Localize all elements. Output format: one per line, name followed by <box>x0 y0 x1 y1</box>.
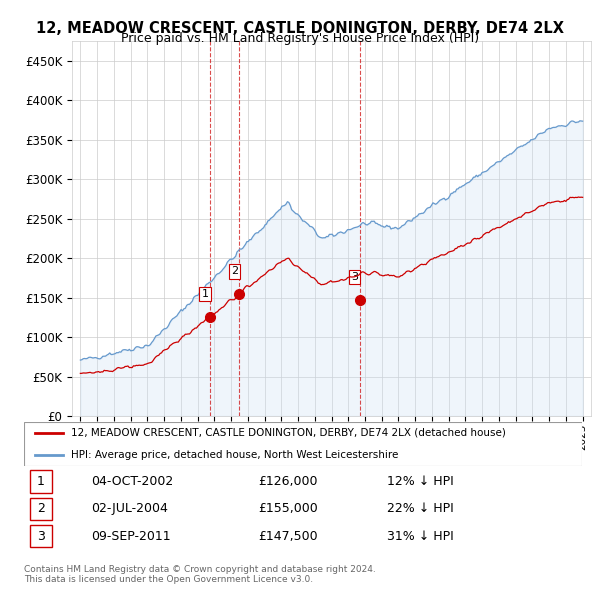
Text: Contains HM Land Registry data © Crown copyright and database right 2024.
This d: Contains HM Land Registry data © Crown c… <box>24 565 376 584</box>
Text: 22% ↓ HPI: 22% ↓ HPI <box>387 502 454 516</box>
FancyBboxPatch shape <box>29 525 52 548</box>
Text: £126,000: £126,000 <box>259 475 318 488</box>
Text: 3: 3 <box>351 272 358 282</box>
Text: 3: 3 <box>37 530 44 543</box>
Text: 12% ↓ HPI: 12% ↓ HPI <box>387 475 454 488</box>
Text: 09-SEP-2011: 09-SEP-2011 <box>91 530 170 543</box>
FancyBboxPatch shape <box>29 498 52 520</box>
Text: 12, MEADOW CRESCENT, CASTLE DONINGTON, DERBY, DE74 2LX: 12, MEADOW CRESCENT, CASTLE DONINGTON, D… <box>36 21 564 35</box>
Text: 04-OCT-2002: 04-OCT-2002 <box>91 475 173 488</box>
FancyBboxPatch shape <box>29 470 52 493</box>
Text: HPI: Average price, detached house, North West Leicestershire: HPI: Average price, detached house, Nort… <box>71 450 399 460</box>
Text: 1: 1 <box>37 475 44 488</box>
Text: £147,500: £147,500 <box>259 530 318 543</box>
Text: 1: 1 <box>202 289 209 299</box>
Text: 2: 2 <box>231 266 238 276</box>
Text: 31% ↓ HPI: 31% ↓ HPI <box>387 530 454 543</box>
Text: 12, MEADOW CRESCENT, CASTLE DONINGTON, DERBY, DE74 2LX (detached house): 12, MEADOW CRESCENT, CASTLE DONINGTON, D… <box>71 428 506 438</box>
Text: £155,000: £155,000 <box>259 502 318 516</box>
FancyBboxPatch shape <box>24 422 582 466</box>
Text: Price paid vs. HM Land Registry's House Price Index (HPI): Price paid vs. HM Land Registry's House … <box>121 32 479 45</box>
Text: 2: 2 <box>37 502 44 516</box>
Text: 02-JUL-2004: 02-JUL-2004 <box>91 502 168 516</box>
